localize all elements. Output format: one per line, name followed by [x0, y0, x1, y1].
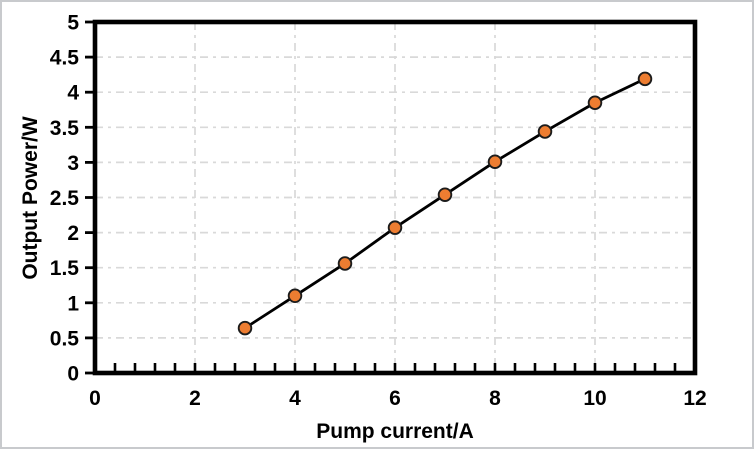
data-point	[587, 95, 603, 110]
x-tick-label: 6	[389, 387, 401, 410]
x-tick-label: 12	[683, 387, 706, 410]
y-axis-title: Output Power/W	[19, 116, 42, 280]
series-line	[243, 77, 647, 330]
y-tick-label: 1.5	[50, 257, 80, 280]
data-point	[237, 320, 253, 336]
y-tick-label: 4.5	[50, 47, 80, 70]
x-tick-label: 2	[189, 387, 201, 410]
y-tick-label: 5	[67, 12, 79, 35]
plot-border	[92, 19, 698, 376]
x-axis-title: Pump current/A	[316, 420, 474, 443]
y-tick-label: 0.5	[50, 327, 80, 350]
data-point	[437, 187, 453, 202]
data-point	[387, 220, 403, 235]
y-tick-label: 2.5	[50, 187, 80, 210]
y-tick-label: 2	[67, 222, 79, 245]
y-tick-label: 1	[67, 292, 79, 315]
y-tick-label: 3.5	[50, 117, 80, 140]
data-point	[637, 71, 653, 87]
data-point	[337, 256, 353, 271]
data-point	[537, 124, 553, 139]
y-tick-label: 4	[67, 82, 79, 105]
x-tick-label: 4	[289, 387, 301, 410]
data-point	[487, 154, 503, 169]
y-tick-label: 3	[67, 152, 79, 175]
x-tick-label: 8	[489, 387, 501, 410]
data-point	[287, 288, 303, 304]
x-tick-label: 10	[583, 387, 606, 410]
y-tick-label: 0	[67, 363, 79, 386]
x-tick-label: 0	[89, 387, 101, 410]
